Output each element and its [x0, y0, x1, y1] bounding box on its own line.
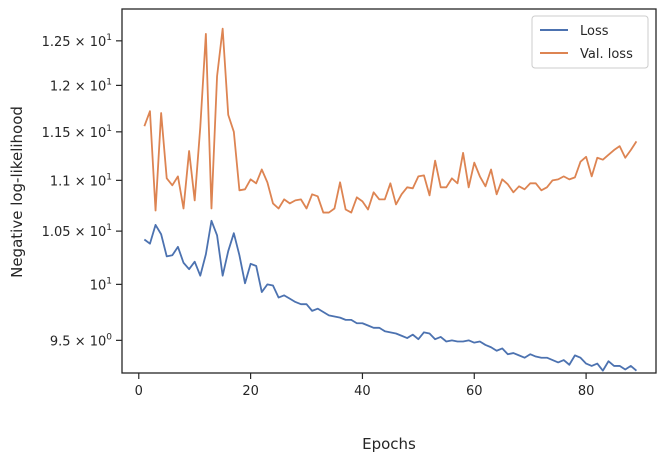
- y-tick-label: 101: [90, 276, 112, 293]
- x-tick-label: 80: [578, 384, 595, 399]
- y-axis-ticks: 9.5 × 100 101 1.05 × 101 1.1 × 101 1.15 × 10…: [42, 33, 122, 349]
- y-tick-label: 1.05 × 101: [42, 223, 112, 240]
- x-tick-label: 60: [466, 384, 483, 399]
- plot-frame: [121, 8, 657, 374]
- series-lines: [143, 27, 638, 372]
- series-line-val-loss: [143, 27, 638, 214]
- y-tick-label: 1.15 × 101: [42, 124, 112, 141]
- x-tick-label: 20: [242, 384, 259, 399]
- y-axis-title: Negative log-likelihood: [8, 106, 26, 278]
- series-line-loss: [143, 219, 638, 372]
- y-tick-label: 1.1 × 101: [50, 172, 112, 189]
- x-axis-title: Epochs: [362, 435, 416, 453]
- x-axis-ticks: 0 20 40 60 80: [135, 373, 595, 399]
- y-tick-label: 9.5 × 100: [50, 332, 112, 349]
- y-tick-label: 1.25 × 101: [42, 33, 112, 50]
- legend: Loss Val. loss: [531, 15, 649, 69]
- x-tick-label: 40: [354, 384, 371, 399]
- x-tick-label: 0: [135, 384, 143, 399]
- legend-label-val-loss: Val. loss: [580, 47, 633, 62]
- legend-label-loss: Loss: [580, 24, 609, 39]
- y-tick-label: 1.2 × 101: [50, 77, 112, 94]
